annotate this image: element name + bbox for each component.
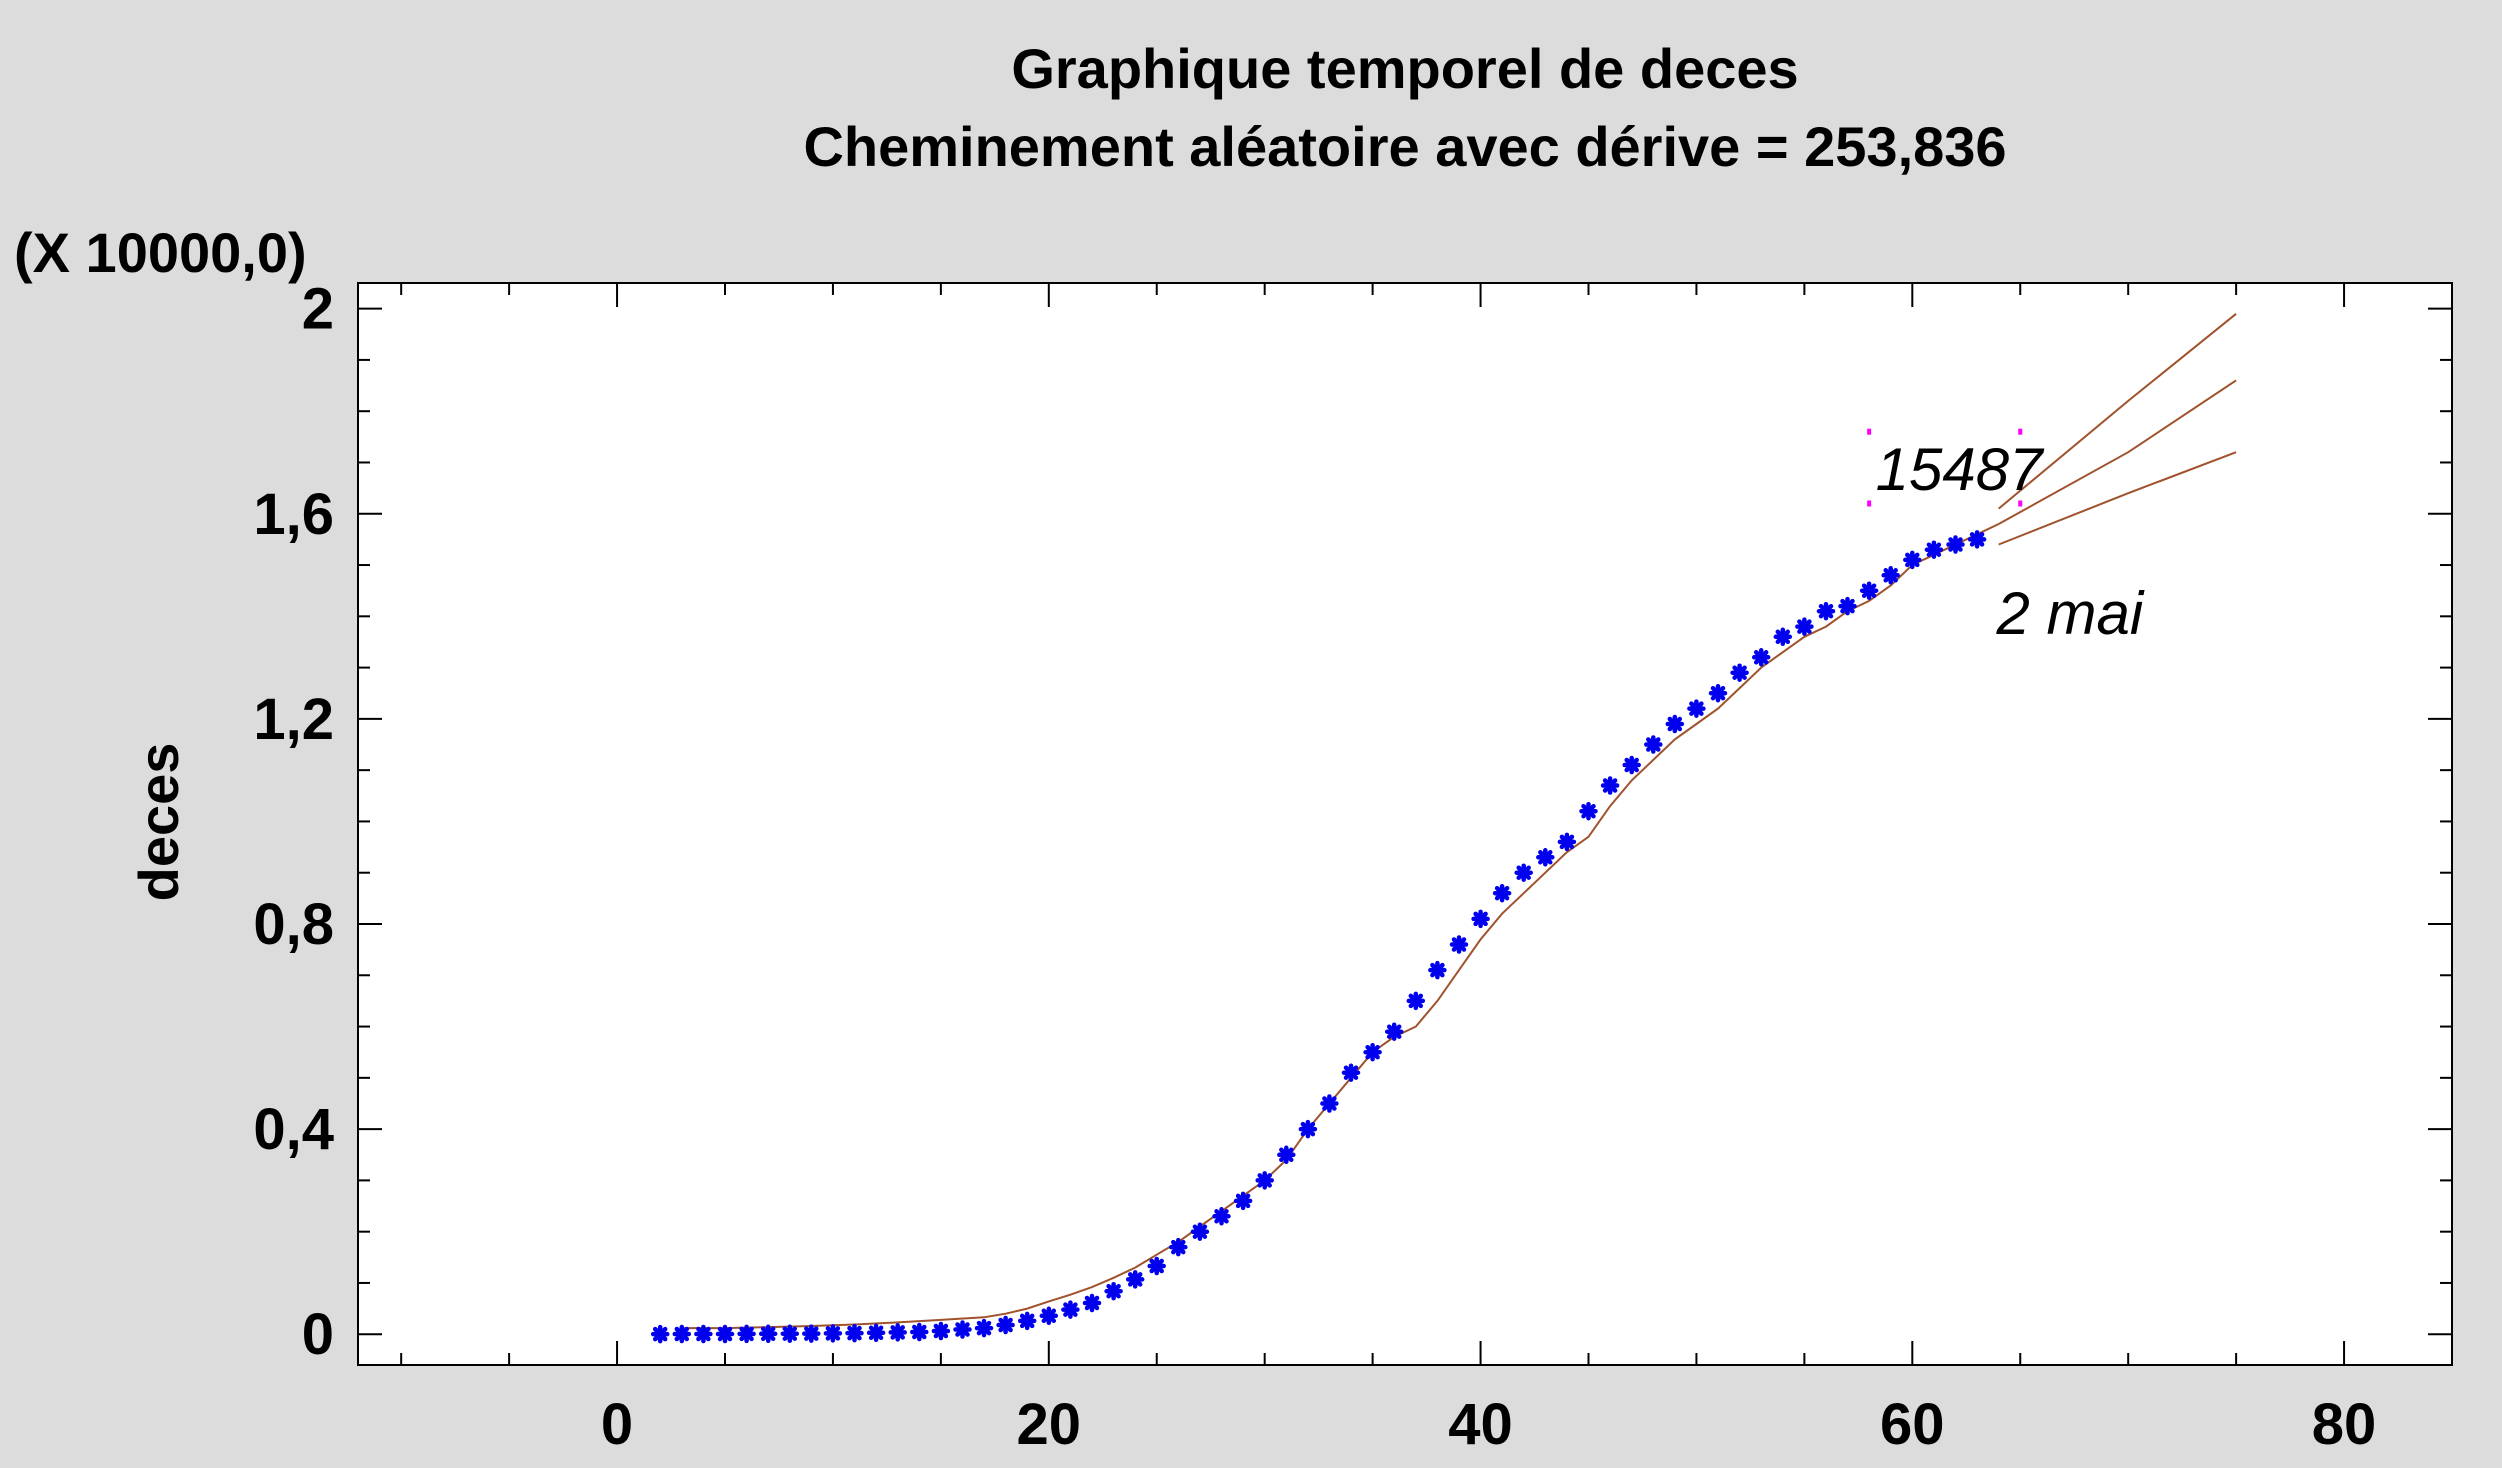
data-point: [1169, 1237, 1188, 1257]
data-point: [974, 1318, 994, 1338]
data-point: [1708, 683, 1728, 703]
y-tick-label: 1,6: [253, 482, 334, 547]
data-point: [1341, 1063, 1361, 1082]
data-point: [1816, 601, 1836, 621]
data-point: [1039, 1306, 1059, 1326]
tick-labels: 0 20 40 60 80 0 0,4 0,8 1,2 1,6 2: [253, 277, 2376, 1457]
data-point: [1082, 1293, 1102, 1313]
data-point: [1514, 863, 1533, 882]
annotations: 15487 2 mai: [1867, 428, 2145, 647]
data-point: [758, 1324, 778, 1344]
data-point: [1233, 1191, 1253, 1211]
data-point: [1147, 1256, 1166, 1276]
data-point: [737, 1324, 756, 1344]
x-tick-label: 80: [2312, 1392, 2377, 1457]
data-point: [996, 1315, 1015, 1335]
annotation-corner-marker: [2018, 428, 2023, 435]
y-tick-label: 1,2: [253, 687, 334, 752]
data-point: [1384, 1022, 1404, 1041]
data-point: [888, 1323, 907, 1342]
data-point: [1730, 663, 1749, 682]
data-point: [1903, 550, 1922, 570]
y-tick-label: 0,4: [253, 1097, 334, 1162]
data-point: [1255, 1171, 1274, 1190]
data-point: [1924, 540, 1944, 559]
data-point: [1406, 991, 1426, 1011]
x-tick-label: 40: [1448, 1392, 1513, 1457]
chart-subtitle: Cheminement aléatoire avec dérive = 253,…: [803, 115, 2006, 178]
annotation-corner-marker: [1867, 500, 1872, 507]
chart-title: Graphique temporel de deces: [1011, 37, 1798, 100]
data-point: [1449, 935, 1469, 954]
data-point: [1298, 1119, 1318, 1139]
y-axis-label: deces: [127, 743, 190, 902]
data-point: [715, 1324, 735, 1344]
data-point: [1665, 714, 1685, 734]
plot-area: [357, 282, 2453, 1366]
annotation-label: 2 mai: [1996, 580, 2145, 647]
data-point: [1622, 755, 1641, 775]
data-point: [1363, 1042, 1382, 1062]
series-line-fitted: [681, 523, 2000, 1330]
data-point: [953, 1320, 972, 1339]
data-point: [1946, 535, 1965, 554]
y-multiplier-label: (X 10000,0): [14, 221, 307, 284]
x-tick-label: 0: [601, 1392, 633, 1457]
data-point: [672, 1324, 692, 1344]
y-tick-label: 0: [302, 1302, 334, 1367]
series-line-forecast-lower: [1998, 451, 2237, 546]
x-tick-label: 20: [1017, 1392, 1082, 1457]
data-point: [1687, 699, 1706, 718]
data-point: [931, 1321, 951, 1341]
data-point: [1579, 801, 1598, 821]
ticks: [358, 283, 2453, 1365]
y-tick-label: 2: [302, 277, 334, 342]
data-point: [1104, 1281, 1123, 1301]
data-points: [650, 530, 1987, 1344]
annotation-corner-marker: [1867, 428, 1872, 435]
data-point: [780, 1324, 800, 1343]
data-point: [1859, 581, 1879, 600]
data-point: [1600, 776, 1620, 795]
data-point: [823, 1324, 843, 1343]
data-point: [1557, 832, 1577, 852]
y-tick-label: 0,8: [253, 892, 334, 957]
data-point: [1212, 1207, 1231, 1226]
data-point: [1838, 596, 1857, 616]
data-point: [1061, 1300, 1080, 1319]
series-line-forecast-upper: [1998, 313, 2237, 510]
data-point: [802, 1324, 821, 1343]
data-point: [1795, 617, 1814, 636]
data-point: [1125, 1270, 1145, 1289]
data-point: [1536, 848, 1555, 867]
data-point: [910, 1322, 929, 1342]
data-point: [1644, 735, 1663, 754]
data-point: [650, 1324, 670, 1344]
data-point: [1428, 960, 1447, 980]
data-point: [845, 1323, 864, 1343]
data-point: [1881, 566, 1900, 585]
data-point: [1190, 1222, 1210, 1241]
data-point: [694, 1324, 713, 1344]
data-point: [1471, 909, 1490, 929]
data-point: [1967, 530, 1987, 549]
annotation-label: 15487: [1876, 436, 2045, 503]
data-point: [866, 1323, 886, 1343]
data-point: [1277, 1145, 1296, 1165]
data-point: [1492, 883, 1512, 903]
data-point: [1773, 627, 1793, 647]
series-lines: [681, 313, 2237, 1330]
x-tick-label: 60: [1880, 1392, 1945, 1457]
data-point: [1751, 648, 1771, 667]
annotation-corner-marker: [2018, 500, 2023, 507]
series-line-forecast: [1998, 379, 2237, 525]
data-point: [1017, 1311, 1037, 1331]
data-point: [1320, 1094, 1339, 1113]
